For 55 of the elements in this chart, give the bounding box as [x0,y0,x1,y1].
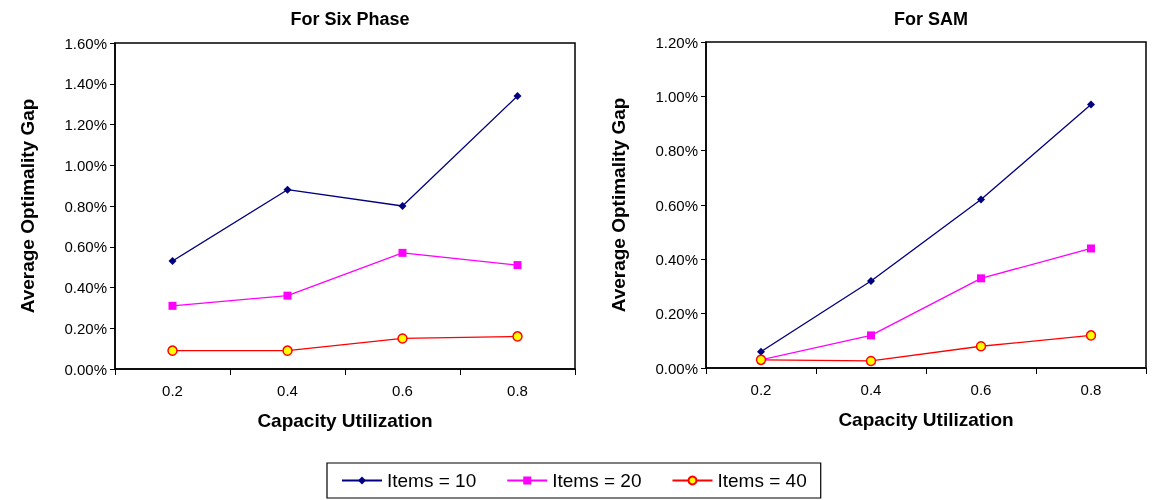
legend-label: Items = 10 [387,470,477,491]
x-tick-label: 0.8 [1080,381,1102,398]
chart-title: For Six Phase [290,9,410,29]
y-tick-label: 0.40% [655,250,698,268]
y-tick-label: 0.20% [64,319,107,337]
point [867,331,875,340]
y-tick-label: 1.60% [64,34,107,52]
y-tick-label: 1.40% [64,75,107,93]
y-axis-title: Average Optimality Gap [17,98,38,314]
x-axis-title: Capacity Utilization [838,409,1014,430]
point [398,202,407,210]
x-tick-label: 0.4 [860,381,882,398]
legend-label: Items = 40 [717,470,807,491]
point [977,195,985,204]
y-tick-label: 0.60% [655,196,698,214]
point [1087,100,1095,109]
x-tick-label: 0.8 [507,382,528,399]
x-tick-label: 0.6 [392,382,413,399]
y-tick-label: 0.80% [655,142,698,160]
point [1085,330,1097,341]
chart-title: For SAM [894,9,968,29]
y-tick-label: 0.00% [64,360,107,378]
legend-label: Items = 20 [552,470,642,491]
y-tick-label: 0.60% [64,238,107,256]
point [513,261,522,270]
y-axis-title: Average Optimality Gap [608,97,629,313]
point [168,257,177,266]
y-tick-label: 0.40% [64,279,107,296]
x-axis-title: Capacity Utilization [257,410,433,431]
y-tick-label: 0.80% [64,197,107,215]
point [283,291,292,300]
y-tick-label: 1.00% [64,156,107,174]
point [757,347,765,356]
y-tick-label: 0.20% [655,305,698,323]
x-tick-label: 0.2 [162,382,183,399]
point [512,331,523,342]
point [1087,244,1095,253]
y-tick-label: 1.00% [655,87,698,105]
point [397,333,408,344]
point [977,274,985,283]
point [513,91,522,100]
y-tick-label: 0.00% [655,359,698,377]
point [282,345,293,356]
point [867,277,875,286]
x-tick-label: 0.4 [277,382,298,399]
x-tick-label: 0.2 [750,381,772,398]
point [167,345,178,356]
point [168,301,177,310]
y-tick-label: 1.20% [64,116,107,133]
point [975,341,987,352]
point [398,248,407,257]
point [865,355,877,367]
y-tick-label: 1.20% [655,33,698,51]
x-tick-label: 0.6 [970,381,992,398]
point [283,185,292,194]
